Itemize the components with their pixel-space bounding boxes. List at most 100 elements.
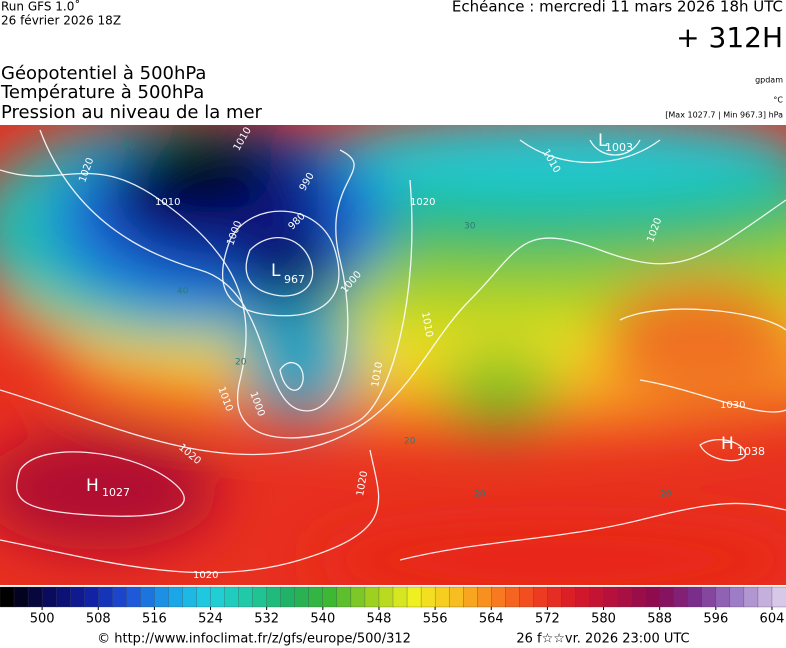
source-url: © http://www.infoclimat.fr/z/gfs/europe/… bbox=[97, 632, 411, 647]
valid-time: Echéance : mercredi 11 mars 2026 18h UTC bbox=[452, 0, 783, 16]
colorbar-swatch bbox=[350, 586, 366, 608]
unit: °C bbox=[773, 96, 783, 105]
colorbar-swatch bbox=[140, 586, 156, 608]
temperature-label: 40 bbox=[177, 287, 189, 297]
isobar-label: 1010 bbox=[155, 197, 180, 208]
colorbar-swatch bbox=[27, 586, 43, 608]
colorbar-swatch bbox=[519, 586, 535, 608]
colorbar-label: 516 bbox=[142, 612, 167, 627]
colorbar-label: 508 bbox=[86, 612, 111, 627]
generated-date: 26 f☆☆vr. 2026 23:00 UTC bbox=[516, 632, 689, 647]
colorbar-swatch bbox=[280, 586, 296, 608]
colorbar-swatch bbox=[463, 586, 478, 608]
temperature-label: 20 bbox=[235, 358, 247, 368]
high-value: 1027 bbox=[102, 486, 130, 499]
colorbar-swatch bbox=[743, 586, 759, 608]
colorbar-swatch bbox=[266, 586, 282, 608]
colorbar-swatch bbox=[434, 586, 450, 608]
colorbar-label: 540 bbox=[310, 612, 335, 627]
colorbar-swatch bbox=[589, 586, 605, 608]
colorbar-swatch bbox=[715, 586, 731, 608]
colorbar-swatch bbox=[322, 586, 338, 608]
colorbar-swatch bbox=[308, 586, 324, 608]
colorbar-swatch bbox=[757, 586, 773, 608]
high-letter: H bbox=[86, 476, 99, 496]
run: Run GFS 1.0˚ bbox=[1, 0, 80, 14]
colorbar-swatch bbox=[41, 586, 57, 608]
high-value: 1038 bbox=[737, 445, 765, 458]
colorbar-swatch bbox=[631, 586, 647, 608]
colorbar-swatch bbox=[168, 586, 184, 608]
colorbar-swatch bbox=[701, 586, 717, 608]
colorbar: 500 508 516 524 532 540 548 556 564 572 580 588 596 6… bbox=[0, 586, 786, 627]
unit: gpdam bbox=[755, 76, 783, 85]
colorbar-swatch bbox=[224, 586, 240, 608]
colorbar-swatch bbox=[477, 586, 492, 608]
low-letter: L bbox=[598, 131, 608, 151]
low-letter: L bbox=[271, 261, 281, 281]
colorbar-swatch bbox=[154, 586, 170, 608]
isobar-label: 1010 bbox=[370, 361, 385, 388]
colorbar-label: 596 bbox=[703, 612, 728, 627]
colorbar-label: 588 bbox=[647, 612, 672, 627]
colorbar-swatch bbox=[98, 586, 113, 608]
colorbar-label: 572 bbox=[535, 612, 560, 627]
map bbox=[0, 125, 786, 585]
colorbar-swatch bbox=[729, 586, 745, 608]
colorbar-swatch bbox=[505, 586, 520, 608]
colorbar-swatch bbox=[491, 586, 506, 608]
isobar-label: 1010 bbox=[419, 311, 434, 338]
colorbar-swatch bbox=[112, 586, 127, 608]
colorbar-label: 604 bbox=[760, 612, 785, 627]
colorbar-swatch bbox=[448, 586, 464, 608]
colorbar-swatch bbox=[533, 586, 549, 608]
isobar-label: 1030 bbox=[720, 400, 745, 411]
isobar-label: 1020 bbox=[410, 197, 435, 208]
temperature-label: 20 bbox=[404, 437, 416, 447]
unit: [Max 1027.7 | Min 967.3] hPa bbox=[665, 111, 783, 120]
colorbar-swatch bbox=[84, 586, 99, 608]
colorbar-swatch bbox=[238, 586, 254, 608]
colorbar-swatch bbox=[603, 586, 619, 608]
colorbar-swatch bbox=[392, 586, 408, 608]
colorbar-swatch bbox=[687, 586, 703, 608]
colorbar-label: 580 bbox=[591, 612, 616, 627]
colorbar-swatch bbox=[13, 586, 29, 608]
field: Température à 500hPa bbox=[0, 82, 204, 103]
colorbar-swatch bbox=[364, 586, 380, 608]
low-value: 967 bbox=[284, 273, 305, 286]
colorbar-swatch bbox=[406, 586, 422, 608]
temperature-label: 30 bbox=[464, 222, 476, 232]
colorbar-swatch bbox=[252, 586, 268, 608]
isobar-label: 1020 bbox=[355, 470, 370, 497]
colorbar-swatch bbox=[126, 586, 142, 608]
colorbar-swatch bbox=[196, 586, 212, 608]
colorbar-swatch bbox=[294, 586, 310, 608]
colorbar-swatch bbox=[561, 586, 577, 608]
colorbar-label: 500 bbox=[30, 612, 55, 627]
colorbar-swatch bbox=[645, 586, 661, 608]
colorbar-swatch bbox=[0, 586, 15, 608]
colorbar-label: 548 bbox=[367, 612, 392, 627]
lead-time: + 312H bbox=[676, 21, 783, 54]
colorbar-label: 556 bbox=[423, 612, 448, 627]
run-date: 26 février 2026 18Z bbox=[1, 14, 121, 28]
colorbar-swatch bbox=[575, 586, 591, 608]
isobar-label: 1020 bbox=[193, 570, 218, 581]
colorbar-swatch bbox=[378, 586, 394, 608]
colorbar-swatch bbox=[182, 586, 198, 608]
temperature-label: 20 bbox=[660, 490, 672, 500]
colorbar-label: 524 bbox=[198, 612, 223, 627]
temperature-label: 40 bbox=[123, 142, 135, 152]
high-letter: H bbox=[721, 434, 734, 454]
colorbar-swatch bbox=[617, 586, 633, 608]
colorbar-label: 532 bbox=[254, 612, 279, 627]
temperature-label: 20 bbox=[474, 490, 486, 500]
colorbar-swatch bbox=[210, 586, 226, 608]
colorbar-swatch bbox=[336, 586, 352, 608]
colorbar-label: 564 bbox=[479, 612, 504, 627]
colorbar-swatch bbox=[55, 586, 71, 608]
colorbar-swatch bbox=[771, 586, 786, 608]
colorbar-swatch bbox=[673, 586, 689, 608]
